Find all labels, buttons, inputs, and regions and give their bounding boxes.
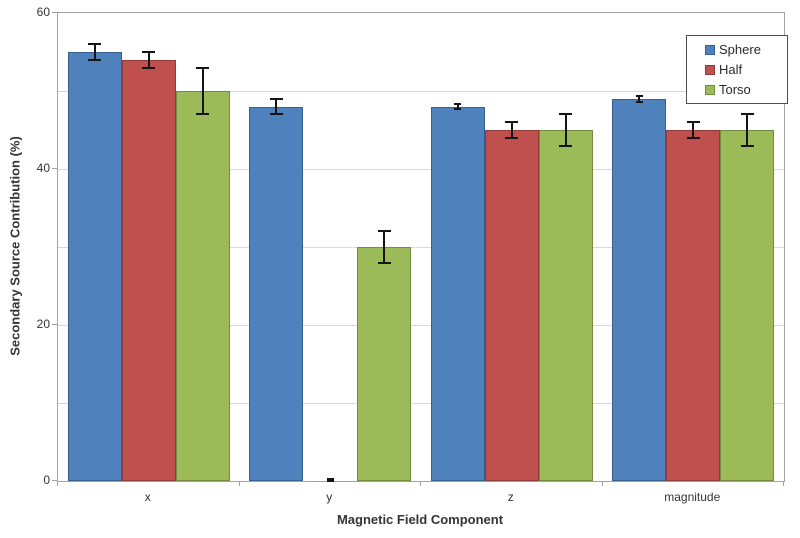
sphere-swatch-icon — [705, 44, 715, 55]
y-tick-label: 40 — [36, 161, 50, 175]
gridline — [58, 324, 784, 326]
legend-label: Torso — [719, 82, 751, 97]
error-bar-cap — [686, 136, 700, 139]
error-bar-cap — [88, 43, 102, 46]
gridline — [58, 168, 784, 170]
error-bar-cap — [269, 97, 283, 100]
legend-item-sphere: Sphere — [705, 42, 787, 57]
error-bar-cap — [326, 480, 334, 482]
error-bar-cap — [454, 108, 462, 111]
error-bar-cap — [559, 113, 573, 116]
error-bar-half-x — [147, 52, 150, 68]
bar-half-x — [121, 59, 176, 481]
error-bar-cap — [269, 113, 283, 116]
error-bar-torso-y — [383, 231, 386, 263]
bar-sphere-z — [430, 106, 485, 481]
bar-torso-z — [538, 130, 593, 481]
error-bar-torso-x — [201, 67, 204, 115]
error-bar-cap — [635, 95, 643, 98]
x-tick-mark — [783, 481, 784, 486]
y-tick-label: 60 — [36, 5, 50, 19]
plot-area — [57, 12, 785, 482]
error-bar-cap — [454, 102, 462, 105]
error-bar-cap — [196, 66, 210, 69]
bar-torso-y — [357, 247, 412, 481]
torso-swatch-icon — [705, 84, 715, 95]
error-bar-sphere-y — [275, 98, 278, 115]
error-bar-cap — [559, 144, 573, 147]
gridline — [58, 402, 784, 404]
x-category-label-y: y — [326, 490, 333, 504]
error-bar-cap — [142, 51, 156, 53]
error-bar-cap — [142, 66, 156, 69]
x-category-label-magnitude: magnitude — [664, 490, 721, 504]
error-bar-cap — [740, 113, 754, 116]
bar-sphere-x — [67, 52, 122, 481]
error-bar-cap — [326, 478, 334, 481]
legend-item-half: Half — [705, 62, 787, 77]
error-bar-cap — [377, 230, 391, 233]
x-axis-title: Magnetic Field Component — [336, 512, 504, 527]
y-tick-mark — [52, 168, 57, 169]
bar-sphere-magnitude — [612, 98, 667, 481]
error-bar-cap — [686, 121, 700, 124]
error-bar-sphere-magnitude — [638, 96, 641, 102]
bar-sphere-y — [249, 106, 304, 481]
y-axis-title: Secondary Source Contribution (%) — [7, 136, 23, 356]
error-bar-cap — [505, 136, 519, 139]
x-tick-mark — [420, 481, 421, 486]
bar-half-z — [484, 130, 539, 481]
x-category-label-x: x — [144, 490, 151, 504]
legend-label: Sphere — [719, 42, 761, 57]
error-bar-cap — [635, 100, 643, 103]
error-bar-cap — [196, 113, 210, 116]
bar-torso-x — [175, 91, 230, 481]
x-tick-mark — [601, 481, 603, 486]
y-tick-label: 20 — [36, 317, 50, 331]
half-swatch-icon — [705, 64, 715, 75]
error-bar-torso-magnitude — [746, 114, 749, 146]
error-bar-sphere-x — [93, 44, 96, 60]
error-bar-cap — [88, 58, 102, 61]
error-bar-torso-z — [564, 114, 567, 146]
x-tick-mark — [238, 481, 240, 486]
error-bar-cap — [740, 144, 754, 147]
legend-item-torso: Torso — [705, 82, 787, 97]
gridline — [58, 90, 784, 92]
error-bar-sphere-z — [456, 103, 459, 110]
error-bar-cap — [505, 121, 519, 124]
error-bar-cap — [377, 261, 391, 264]
y-tick-mark — [52, 480, 57, 481]
x-category-label-z: z — [507, 490, 514, 504]
y-tick-mark — [52, 12, 57, 13]
y-tick-mark — [52, 324, 57, 325]
error-bar-half-z — [510, 122, 513, 138]
bar-torso-magnitude — [720, 130, 775, 481]
error-bar-half-magnitude — [692, 122, 695, 138]
legend-label: Half — [719, 62, 743, 77]
legend: Sphere Half Torso — [686, 35, 788, 104]
bar-half-magnitude — [666, 130, 721, 481]
y-tick-label: 0 — [43, 473, 50, 487]
x-tick-mark — [57, 481, 58, 486]
gridline — [58, 246, 784, 248]
